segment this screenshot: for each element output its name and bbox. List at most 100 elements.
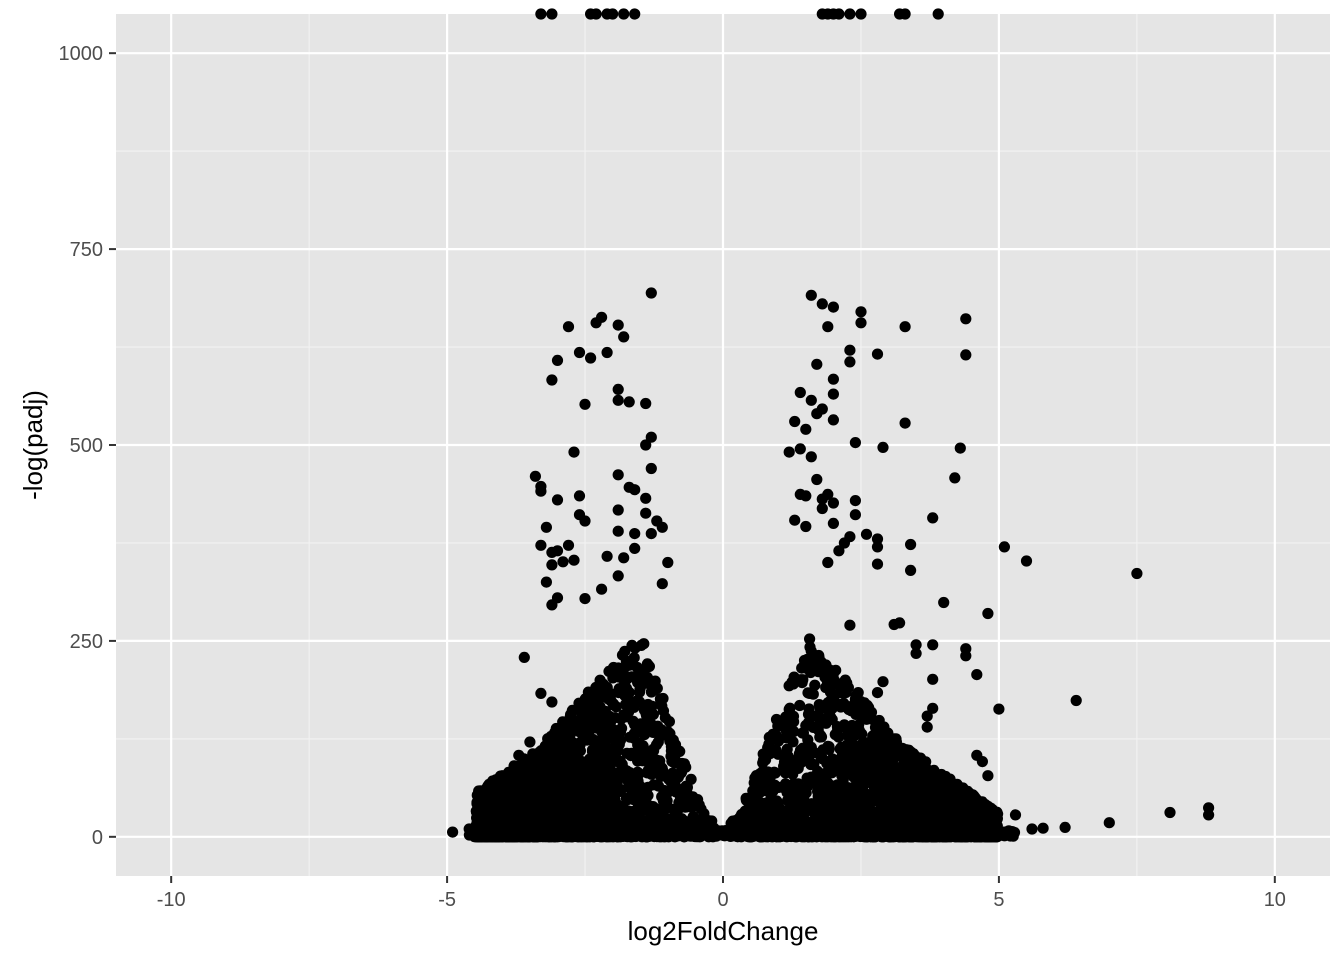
data-point xyxy=(819,775,831,787)
data-point xyxy=(804,633,816,645)
data-point xyxy=(641,710,653,722)
data-point xyxy=(760,782,773,794)
data-point xyxy=(619,699,632,711)
data-point xyxy=(558,732,570,745)
data-point xyxy=(627,794,640,806)
data-point xyxy=(605,803,617,815)
data-point xyxy=(659,712,672,724)
data-point xyxy=(856,704,868,716)
data-point xyxy=(863,746,875,758)
data-point xyxy=(748,777,760,789)
data-point xyxy=(794,699,806,712)
data-point xyxy=(879,746,891,758)
data-point xyxy=(809,679,821,691)
data-point xyxy=(565,760,577,772)
data-point xyxy=(780,724,792,736)
data-point xyxy=(665,741,678,753)
data-point xyxy=(522,811,534,823)
data-point xyxy=(596,737,608,749)
data-point xyxy=(788,671,800,683)
data-point xyxy=(632,696,644,708)
data-point xyxy=(889,778,901,790)
data-point xyxy=(973,812,985,824)
data-point xyxy=(621,711,633,723)
data-point xyxy=(582,686,595,698)
data-point xyxy=(946,778,959,790)
data-point xyxy=(687,815,699,827)
data-point xyxy=(795,798,807,810)
data-point xyxy=(894,742,906,755)
data-point xyxy=(681,786,693,798)
data-point xyxy=(613,683,625,695)
plot-panel xyxy=(116,8,1330,876)
data-point xyxy=(760,754,772,766)
data-point xyxy=(835,741,847,754)
data-point xyxy=(543,738,556,750)
data-point xyxy=(907,776,920,788)
data-point xyxy=(841,760,854,772)
data-point xyxy=(819,786,831,798)
data-point xyxy=(575,759,587,772)
data-point xyxy=(603,728,615,740)
data-point xyxy=(650,739,663,751)
data-point xyxy=(823,744,835,756)
data-point xyxy=(804,641,816,653)
data-point xyxy=(778,760,790,772)
data-point xyxy=(679,801,691,813)
data-point xyxy=(892,814,905,826)
data-point xyxy=(638,638,650,650)
data-point xyxy=(625,747,638,760)
data-point xyxy=(667,811,679,823)
data-point xyxy=(646,724,658,737)
data-point xyxy=(828,757,840,769)
data-point xyxy=(807,688,819,700)
data-point xyxy=(784,753,796,765)
data-point xyxy=(693,799,705,811)
data-point xyxy=(609,794,621,806)
data-point xyxy=(760,772,772,784)
data-point xyxy=(802,717,815,729)
data-point xyxy=(763,738,775,750)
data-point xyxy=(765,793,777,805)
data-point xyxy=(810,710,822,723)
data-point xyxy=(635,718,647,730)
data-points xyxy=(447,8,1215,843)
data-point xyxy=(814,731,826,743)
data-point xyxy=(619,661,632,673)
data-point xyxy=(590,717,602,730)
data-point xyxy=(642,660,655,673)
data-point xyxy=(542,799,554,811)
data-point xyxy=(472,787,484,800)
data-point xyxy=(547,786,559,798)
data-point xyxy=(649,760,661,772)
data-point xyxy=(674,745,686,758)
data-point xyxy=(589,748,601,761)
data-point xyxy=(613,738,625,751)
data-point xyxy=(785,786,797,798)
data-point xyxy=(534,809,546,821)
data-point xyxy=(603,710,616,722)
data-point xyxy=(574,739,586,751)
data-point xyxy=(845,730,857,742)
data-point xyxy=(648,779,660,791)
data-point xyxy=(657,803,669,815)
data-point xyxy=(599,749,612,761)
data-point xyxy=(575,717,587,729)
data-point xyxy=(685,773,697,785)
data-point xyxy=(637,747,649,759)
data-point xyxy=(607,698,620,710)
data-point xyxy=(776,781,789,793)
data-point xyxy=(851,740,863,752)
data-point xyxy=(813,699,825,711)
data-point xyxy=(899,751,911,763)
data-point xyxy=(840,815,852,828)
data-point xyxy=(619,645,631,657)
data-point xyxy=(530,751,543,763)
data-point xyxy=(597,681,609,693)
data-point xyxy=(830,801,842,813)
data-point xyxy=(616,722,628,734)
data-point xyxy=(665,776,677,788)
data-point xyxy=(629,642,641,654)
data-point xyxy=(744,792,756,804)
